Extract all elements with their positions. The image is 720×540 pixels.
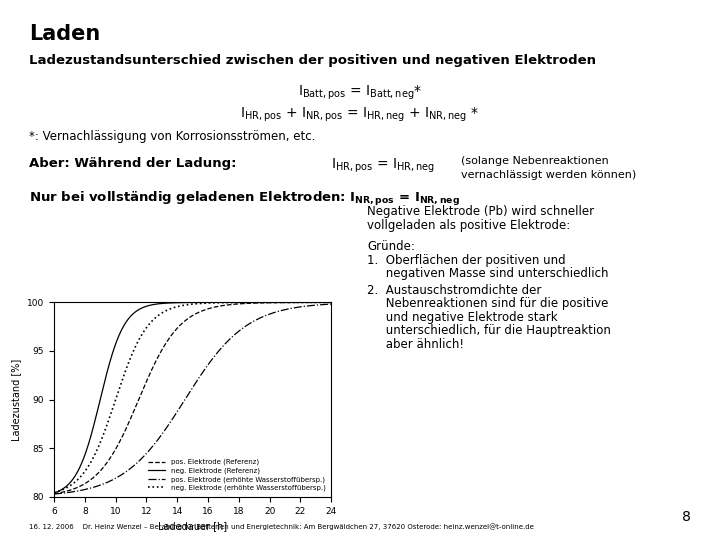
Text: Laden: Laden	[29, 24, 100, 44]
Y-axis label: Ladezustand [%]: Ladezustand [%]	[12, 359, 22, 441]
Text: 2.  Austauschstromdichte der: 2. Austauschstromdichte der	[367, 284, 541, 296]
Text: Aber: Während der Ladung:: Aber: Während der Ladung:	[29, 157, 236, 170]
Text: (solange Nebenreaktionen: (solange Nebenreaktionen	[461, 156, 608, 166]
Text: aber ähnlich!: aber ähnlich!	[367, 338, 464, 350]
Text: und negative Elektrode stark: und negative Elektrode stark	[367, 310, 558, 323]
Text: I$_{\mathregular{HR,pos}}$ = I$_{\mathregular{HR,neg}}$: I$_{\mathregular{HR,pos}}$ = I$_{\mathre…	[331, 157, 435, 175]
Text: Ladezustandsunterschied zwischen der positiven und negativen Elektroden: Ladezustandsunterschied zwischen der pos…	[29, 54, 596, 67]
Text: unterschiedlich, für die Hauptreaktion: unterschiedlich, für die Hauptreaktion	[367, 324, 611, 337]
Text: Gründe:: Gründe:	[367, 240, 415, 253]
Text: 1.  Oberflächen der positiven und: 1. Oberflächen der positiven und	[367, 254, 566, 267]
Text: Negative Elektrode (Pb) wird schneller: Negative Elektrode (Pb) wird schneller	[367, 205, 594, 218]
Text: vernachlässigt werden können): vernachlässigt werden können)	[461, 170, 636, 180]
Text: *: Vernachlässigung von Korrosionsströmen, etc.: *: Vernachlässigung von Korrosionsströme…	[29, 130, 315, 143]
Text: I$_{\mathregular{HR,pos}}$ + I$_{\mathregular{NR,pos}}$ = I$_{\mathregular{HR,ne: I$_{\mathregular{HR,pos}}$ + I$_{\mathre…	[240, 105, 480, 124]
Text: negativen Masse sind unterschiedlich: negativen Masse sind unterschiedlich	[367, 267, 608, 280]
Legend: pos. Elektrode (Referenz), neg. Elektrode (Referenz), pos. Elektrode (erhöhte Wa: pos. Elektrode (Referenz), neg. Elektrod…	[145, 457, 328, 494]
Text: I$_{\mathregular{Batt,pos}}$ = I$_{\mathregular{Batt,neg}}$*: I$_{\mathregular{Batt,pos}}$ = I$_{\math…	[298, 84, 422, 102]
Text: 16. 12. 2006    Dr. Heinz Wenzel – Beratung für Batterien und Energietechnik: Am: 16. 12. 2006 Dr. Heinz Wenzel – Beratung…	[29, 524, 534, 530]
Text: vollgeladen als positive Elektrode:: vollgeladen als positive Elektrode:	[367, 219, 570, 232]
Text: 8: 8	[683, 510, 691, 524]
Text: Nur bei vollständig geladenen Elektroden: I$_{\mathregular{NR,pos}}$ = I$_{\math: Nur bei vollständig geladenen Elektroden…	[29, 190, 459, 208]
X-axis label: Ladedauer [h]: Ladedauer [h]	[158, 521, 228, 531]
Text: Nebenreaktionen sind für die positive: Nebenreaktionen sind für die positive	[367, 297, 608, 310]
